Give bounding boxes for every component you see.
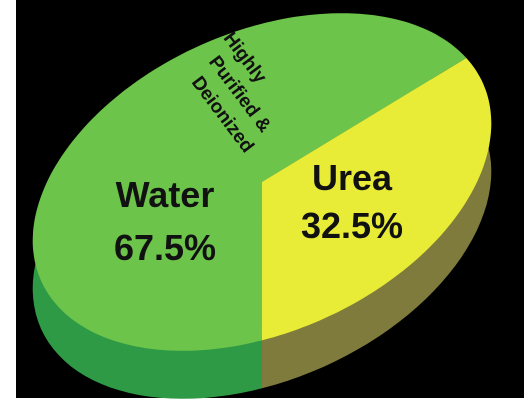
urea-label: Urea (312, 157, 393, 198)
water-label: Water (116, 174, 215, 215)
water-value-label: 67.5% (114, 227, 216, 268)
urea-value-label: 32.5% (301, 205, 403, 246)
